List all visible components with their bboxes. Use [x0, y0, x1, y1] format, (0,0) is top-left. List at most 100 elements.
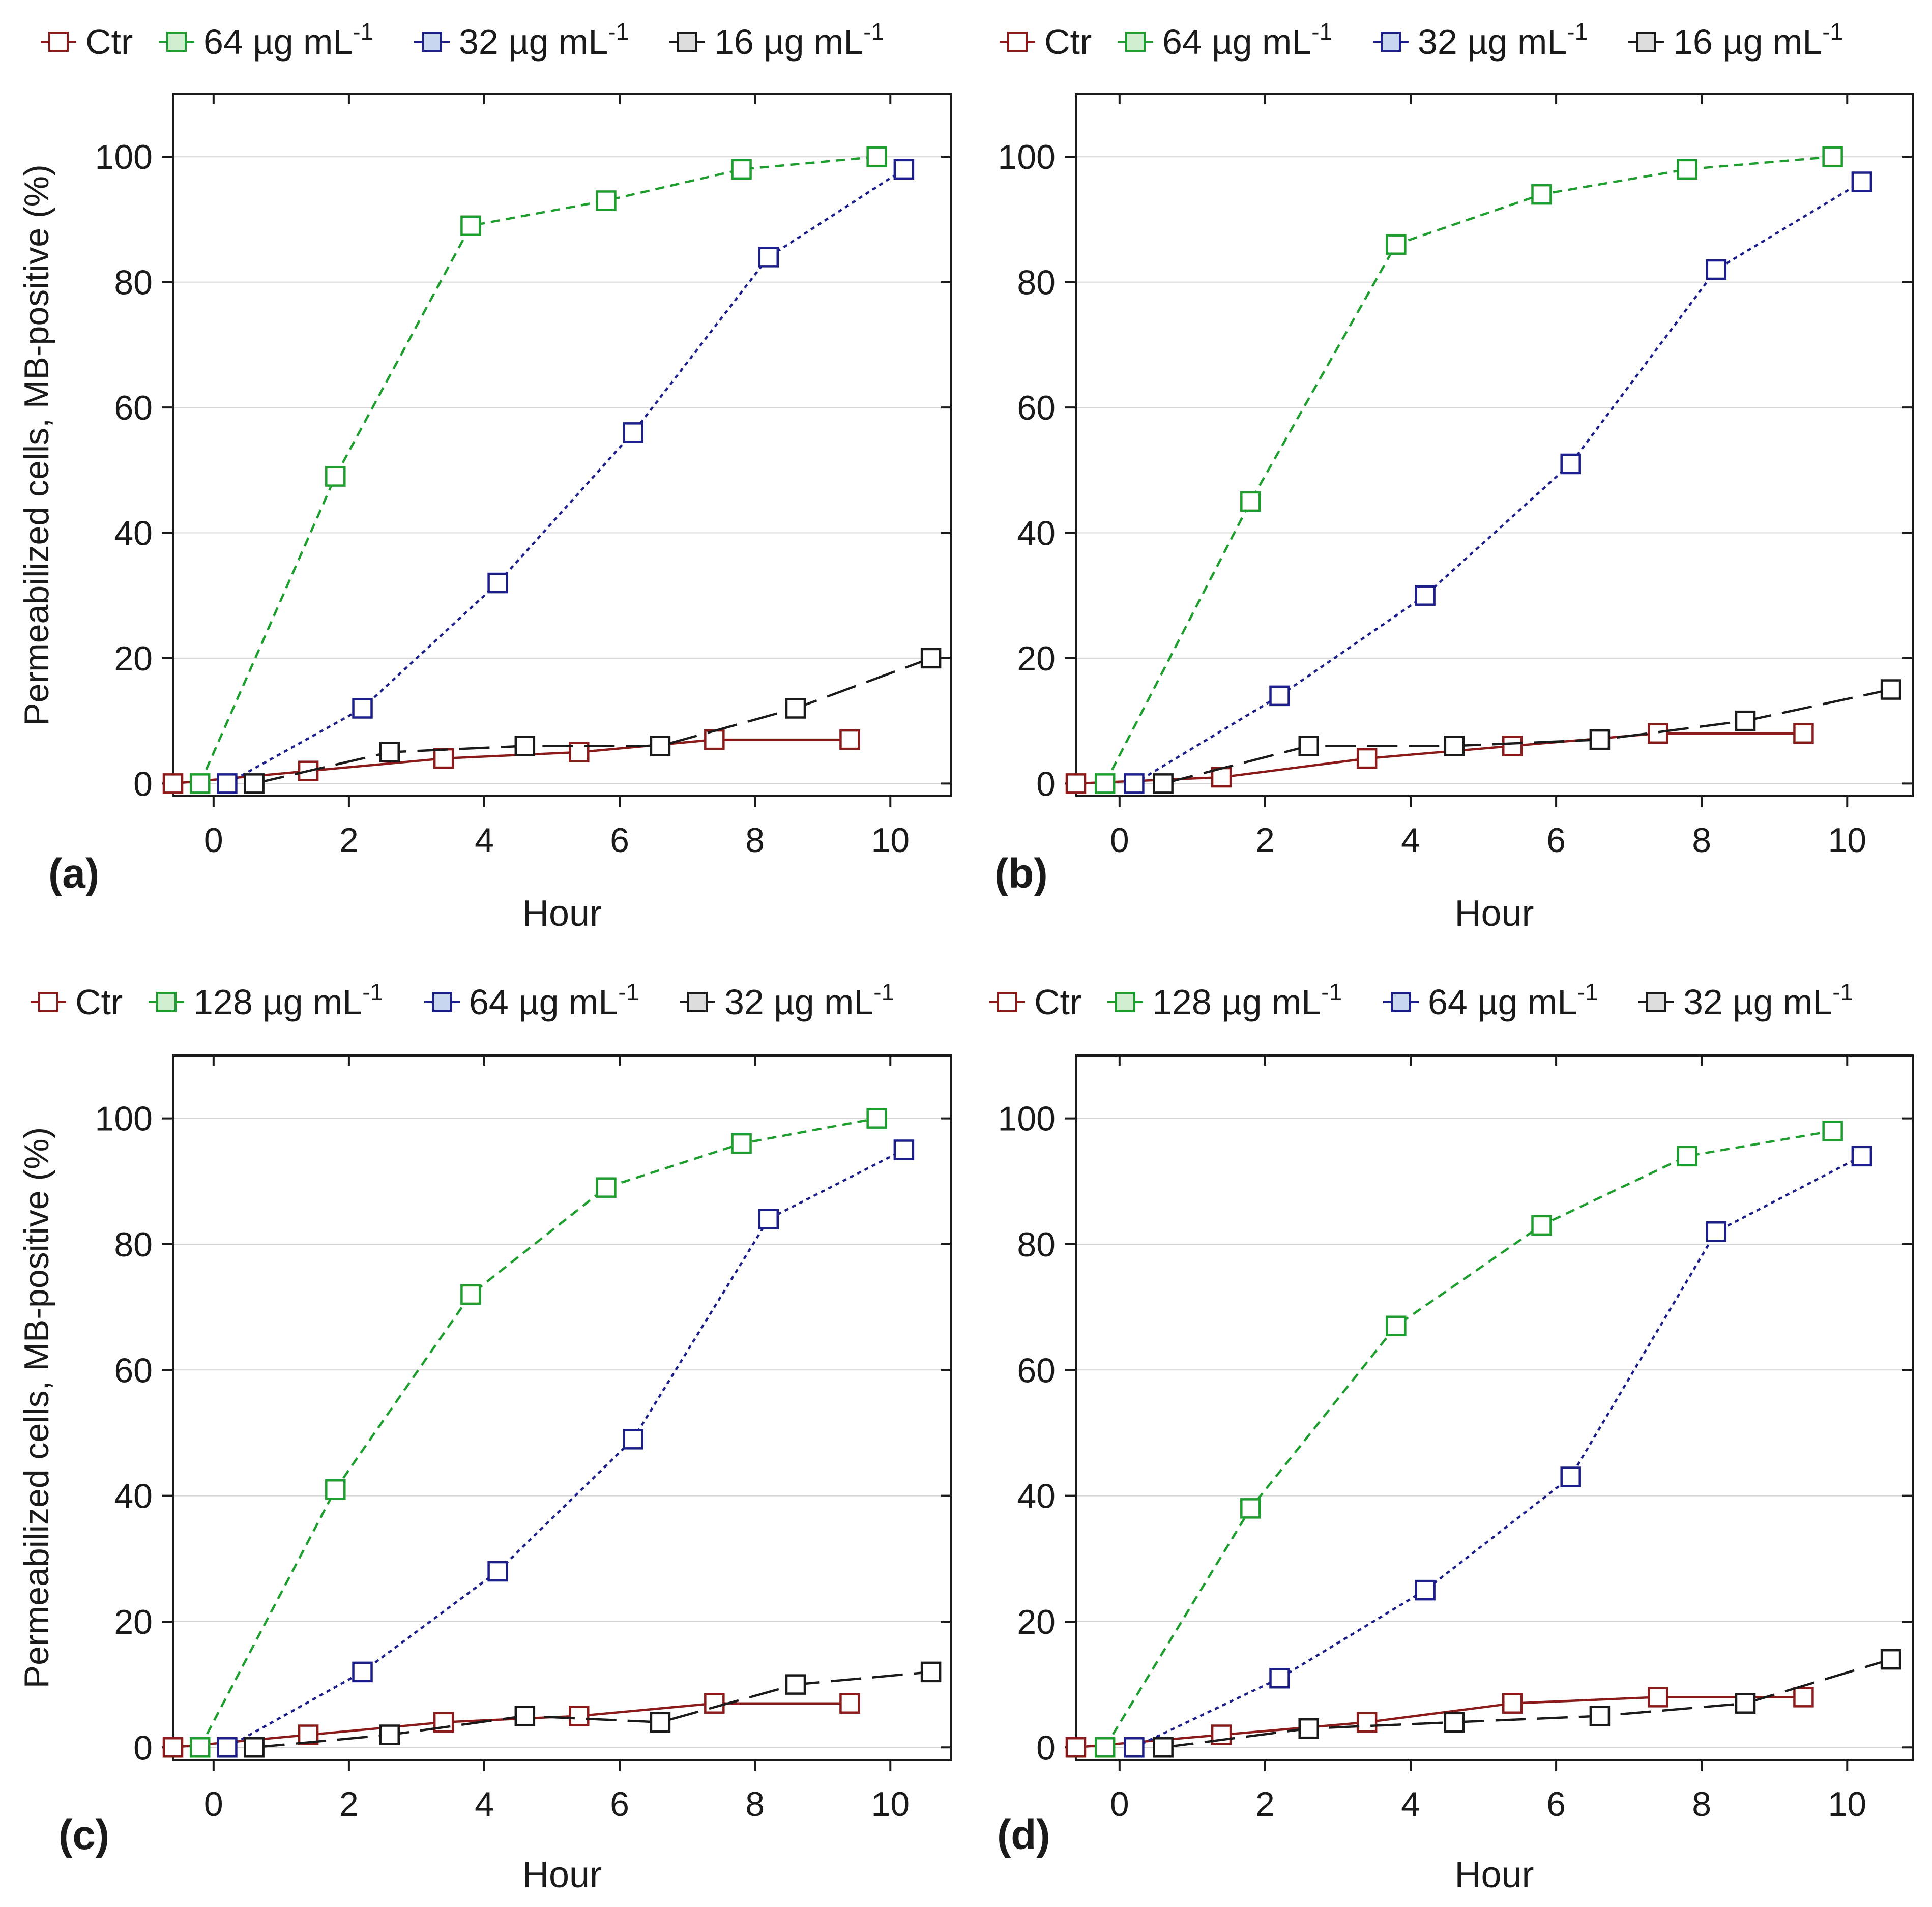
series-line-mid: [226, 168, 905, 785]
legend-item-high: 64 µg mL-1: [1118, 18, 1332, 62]
y-tick-label: 20: [1017, 639, 1056, 678]
legend-marker-high: [156, 992, 177, 1012]
legend-label-superscript: -1: [1311, 18, 1332, 45]
data-point-low: [785, 1674, 806, 1695]
data-point-low: [1735, 710, 1756, 731]
x-tick-label: 6: [1546, 821, 1566, 860]
x-tick-label: 8: [745, 1785, 765, 1824]
data-point-low: [920, 1661, 942, 1683]
legend-marker-ctr: [48, 32, 69, 52]
data-point-mid: [217, 1737, 238, 1758]
legend-label-ctr: Ctr: [75, 982, 123, 1022]
x-tick-label: 2: [339, 1785, 359, 1824]
x-tick-label: 0: [1110, 821, 1129, 860]
series-line-high: [1104, 1130, 1833, 1748]
y-tick-label: 0: [1036, 1728, 1056, 1767]
data-point-ctr: [1356, 1712, 1378, 1733]
legend-label-superscript: -1: [618, 979, 639, 1005]
legend-label-superscript: -1: [353, 18, 373, 45]
series-high: [189, 1108, 887, 1758]
data-point-mid: [1706, 259, 1727, 280]
data-point-mid: [1560, 453, 1581, 475]
data-point-high: [189, 1737, 211, 1758]
x-tick-label: 10: [1828, 821, 1866, 860]
y-tick-label: 80: [1017, 263, 1056, 302]
x-tick-label: 0: [1110, 1785, 1129, 1824]
x-tick-label: 6: [610, 1785, 629, 1824]
y-tick-label: 40: [1017, 514, 1056, 553]
legend-label-low: 32 µg mL-1: [1683, 979, 1853, 1022]
series-line-mid: [1133, 181, 1863, 785]
legend: Ctr 64 µg mL-1 32 µg mL-1 16 µg mL-1: [41, 18, 884, 62]
series-line-mid: [226, 1149, 904, 1749]
data-point-low: [1589, 729, 1611, 750]
x-axis-label: Hour: [522, 1855, 602, 1895]
legend-item-high: 128 µg mL-1: [1107, 979, 1342, 1022]
legend-label-superscript: -1: [1321, 979, 1342, 1005]
data-point-low: [1880, 1649, 1901, 1670]
y-tick-label: 20: [1017, 1603, 1056, 1641]
legend-label-superscript: -1: [1577, 979, 1598, 1005]
data-point-ctr: [1502, 1693, 1523, 1714]
legend-item-low: 16 µg mL-1: [1628, 18, 1843, 62]
plot-frame: [172, 93, 952, 797]
y-tick-label: 0: [133, 765, 153, 803]
y-tick-label: 100: [95, 138, 153, 177]
y-tick-label: 80: [114, 1225, 153, 1264]
legend: Ctr 128 µg mL-1 64 µg mL-1 32 µg mL-1: [31, 979, 894, 1022]
x-tick-label: 4: [475, 821, 494, 860]
data-point-mid: [893, 1139, 915, 1160]
legend-marker-high: [1115, 992, 1135, 1012]
series-line-ctr: [1075, 732, 1804, 785]
series-line-ctr: [172, 1702, 850, 1749]
legend-item-mid: 32 µg mL-1: [414, 18, 629, 62]
data-point-ctr: [162, 1737, 184, 1758]
legend-marker-low: [1636, 32, 1656, 52]
y-tick-label: 40: [1017, 1477, 1056, 1516]
legend-marker-mid: [1381, 32, 1401, 52]
x-tick-label: 0: [204, 1785, 223, 1824]
data-point-low: [1880, 679, 1901, 700]
x-tick-label: 2: [339, 821, 359, 860]
data-point-high: [1094, 1737, 1116, 1758]
data-point-high: [1386, 1315, 1407, 1336]
legend-label-mid: 32 µg mL-1: [459, 18, 629, 62]
data-point-low: [379, 1724, 400, 1745]
x-tick-label: 6: [610, 821, 629, 860]
legend-label-text: Ctr: [1044, 22, 1092, 62]
plot-frame: [1075, 93, 1914, 797]
x-tick-label: 10: [1828, 1785, 1866, 1824]
data-point-high: [1386, 234, 1407, 255]
y-tick-label: 60: [114, 1351, 153, 1390]
series-high: [1094, 146, 1843, 794]
legend-label-superscript: -1: [1832, 979, 1853, 1005]
series-high: [1094, 1121, 1843, 1758]
data-point-mid: [893, 159, 915, 180]
series-line-low: [1163, 1658, 1891, 1749]
x-tick-label: 8: [745, 821, 765, 860]
data-point-mid: [487, 1561, 508, 1582]
data-point-low: [379, 742, 400, 762]
legend-label-mid: 32 µg mL-1: [1418, 18, 1588, 62]
data-point-ctr: [1793, 723, 1814, 744]
legend-label-low: 16 µg mL-1: [1673, 18, 1843, 62]
x-tick-label: 6: [1546, 1785, 1566, 1824]
data-point-high: [596, 190, 617, 211]
series-line-ctr: [172, 738, 850, 785]
data-point-ctr: [162, 773, 184, 794]
data-point-ctr: [704, 1693, 725, 1714]
legend-label-text: Ctr: [85, 22, 133, 62]
y-tick-label: 20: [114, 1603, 153, 1641]
y-tick-label: 0: [133, 1728, 153, 1767]
x-tick-label: 2: [1255, 821, 1275, 860]
data-point-low: [244, 773, 265, 794]
legend-label-mid: 64 µg mL-1: [1428, 979, 1598, 1022]
series-line-low: [254, 657, 931, 785]
y-tick-label: 60: [1017, 1351, 1056, 1390]
data-point-ctr: [1648, 1687, 1668, 1708]
data-point-mid: [1415, 585, 1436, 606]
legend-marker-mid: [1391, 992, 1411, 1012]
data-point-low: [1153, 773, 1174, 794]
